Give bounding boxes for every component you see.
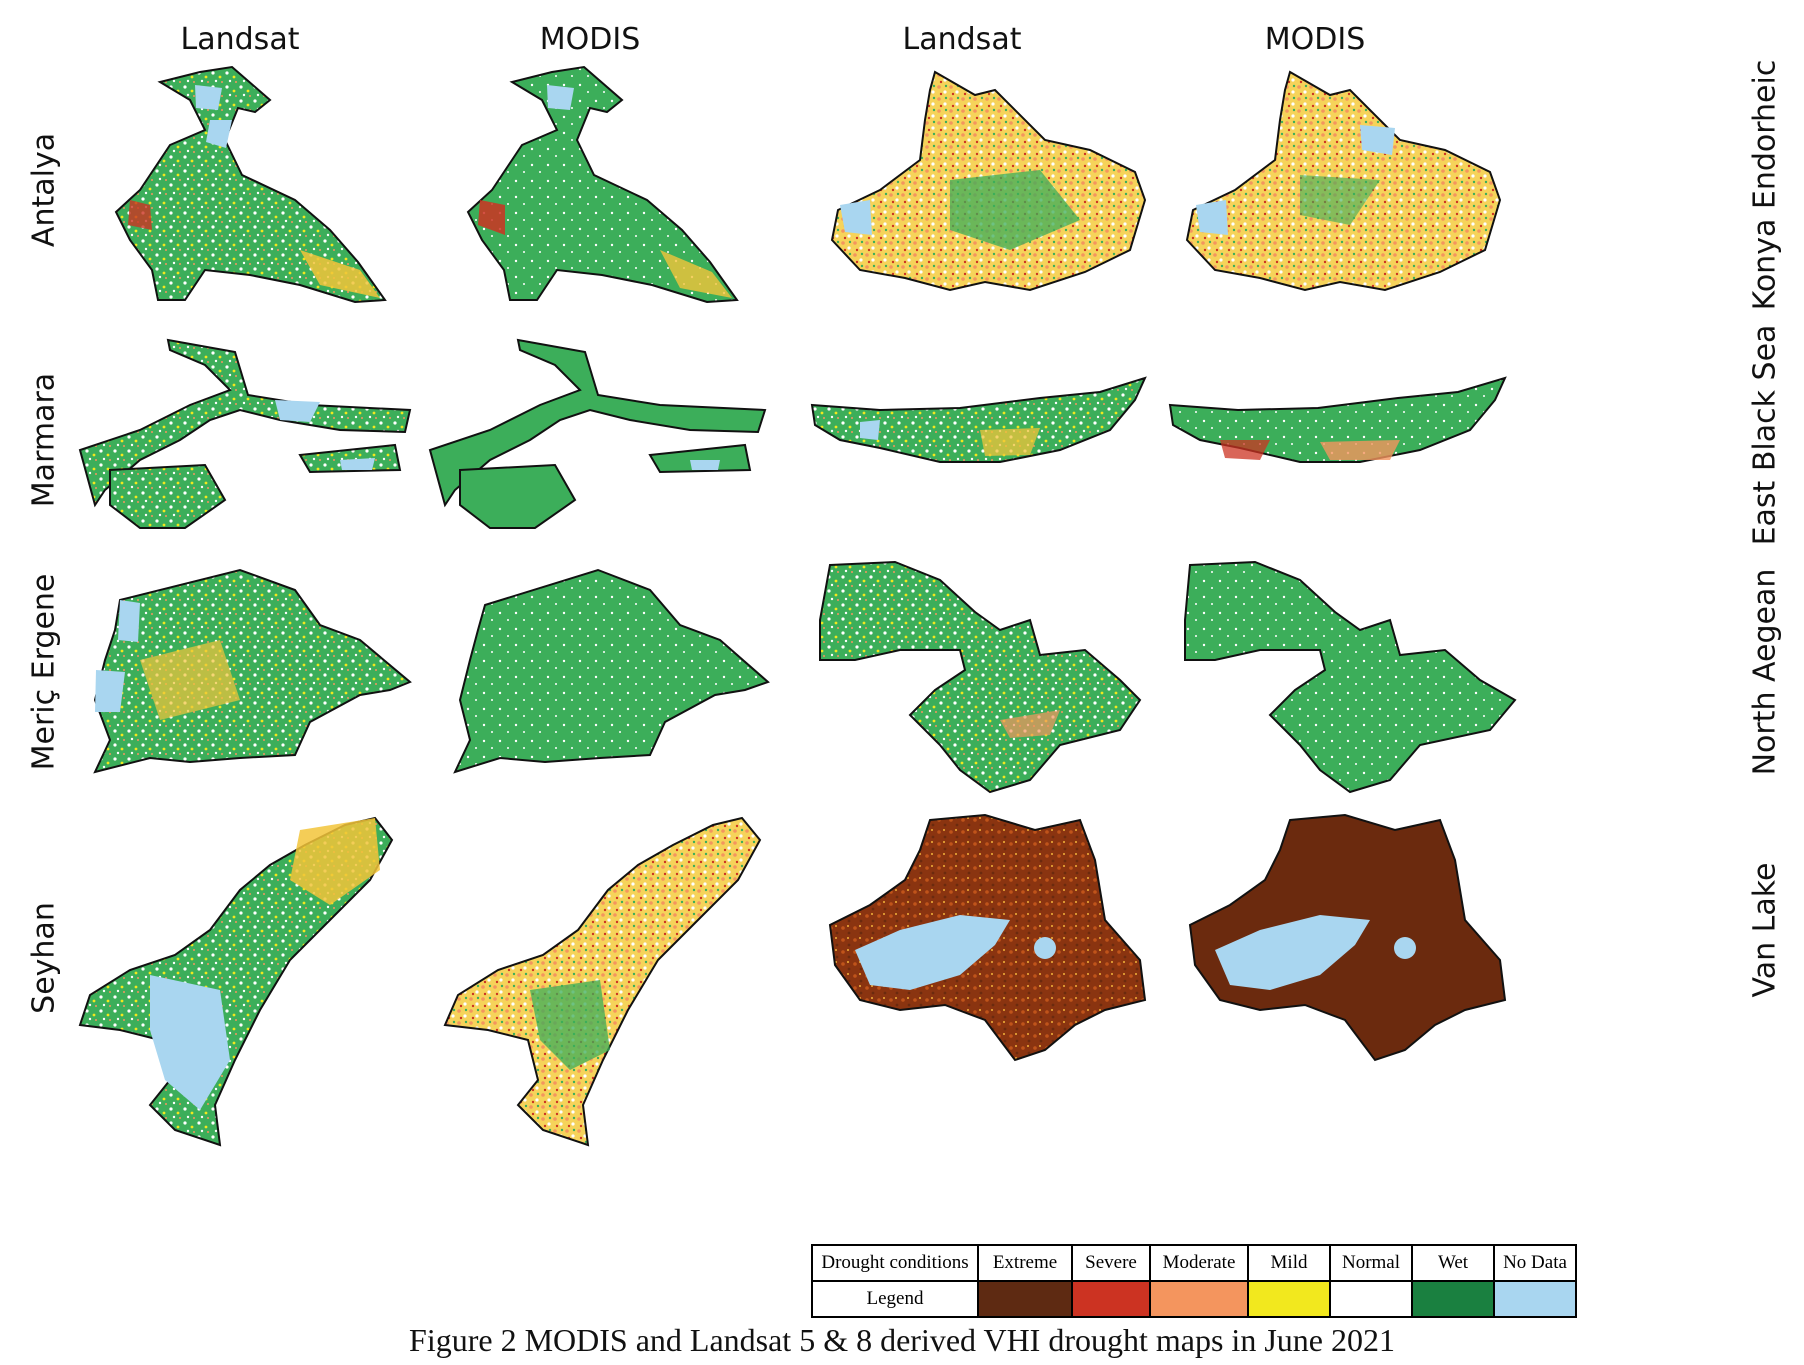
map-konya-landsat <box>830 70 1147 292</box>
legend-header-row: Drought conditions Extreme Severe Modera… <box>811 1244 1577 1282</box>
map-marmara-modis <box>428 338 767 529</box>
map-meric-ergene-landsat <box>93 568 412 774</box>
legend-class-moderate: Moderate <box>1149 1244 1249 1282</box>
map-north-aegean-modis <box>1184 560 1517 794</box>
map-meric-ergene-modis <box>453 568 770 774</box>
legend-swatch-wet <box>1411 1280 1495 1318</box>
legend-swatch-severe <box>1071 1280 1151 1318</box>
map-konya-modis <box>1185 70 1502 292</box>
legend-class-extreme: Extreme <box>977 1244 1073 1282</box>
legend-row-label: Legend <box>811 1280 979 1318</box>
map-antalya-landsat <box>114 65 387 304</box>
column-header-modis-left: MODIS <box>539 22 641 57</box>
legend-class-no-data: No Data <box>1493 1244 1577 1282</box>
legend-swatch-moderate <box>1149 1280 1249 1318</box>
column-header-landsat-left: Landsat <box>180 22 300 57</box>
column-header-landsat-right: Landsat <box>902 22 1022 57</box>
legend-class-severe: Severe <box>1071 1244 1151 1282</box>
map-north-aegean-landsat <box>819 560 1142 794</box>
map-seyhan-modis <box>443 816 762 1147</box>
legend-swatch-normal <box>1329 1280 1413 1318</box>
map-east-black-sea-landsat <box>810 376 1147 463</box>
legend-class-mild: Mild <box>1247 1244 1331 1282</box>
map-van-lake-landsat <box>828 813 1147 1062</box>
map-van-lake-modis <box>1188 813 1507 1062</box>
map-antalya-modis <box>466 65 739 304</box>
legend-header: Drought conditions <box>811 1244 979 1282</box>
legend-class-wet: Wet <box>1411 1244 1495 1282</box>
figure-caption: Figure 2 MODIS and Landsat 5 & 8 derived… <box>409 1322 1395 1358</box>
map-east-black-sea-modis <box>1168 376 1507 463</box>
legend-swatch-extreme <box>977 1280 1073 1318</box>
map-marmara-landsat <box>78 338 412 529</box>
legend-swatch-no-data <box>1493 1280 1577 1318</box>
map-seyhan-landsat <box>78 816 394 1147</box>
legend-swatch-row: Legend <box>811 1280 1577 1318</box>
legend-table: Drought conditions Extreme Severe Modera… <box>811 1244 1577 1318</box>
legend-class-normal: Normal <box>1329 1244 1413 1282</box>
legend-swatch-mild <box>1247 1280 1331 1318</box>
column-header-modis-right: MODIS <box>1264 22 1366 57</box>
